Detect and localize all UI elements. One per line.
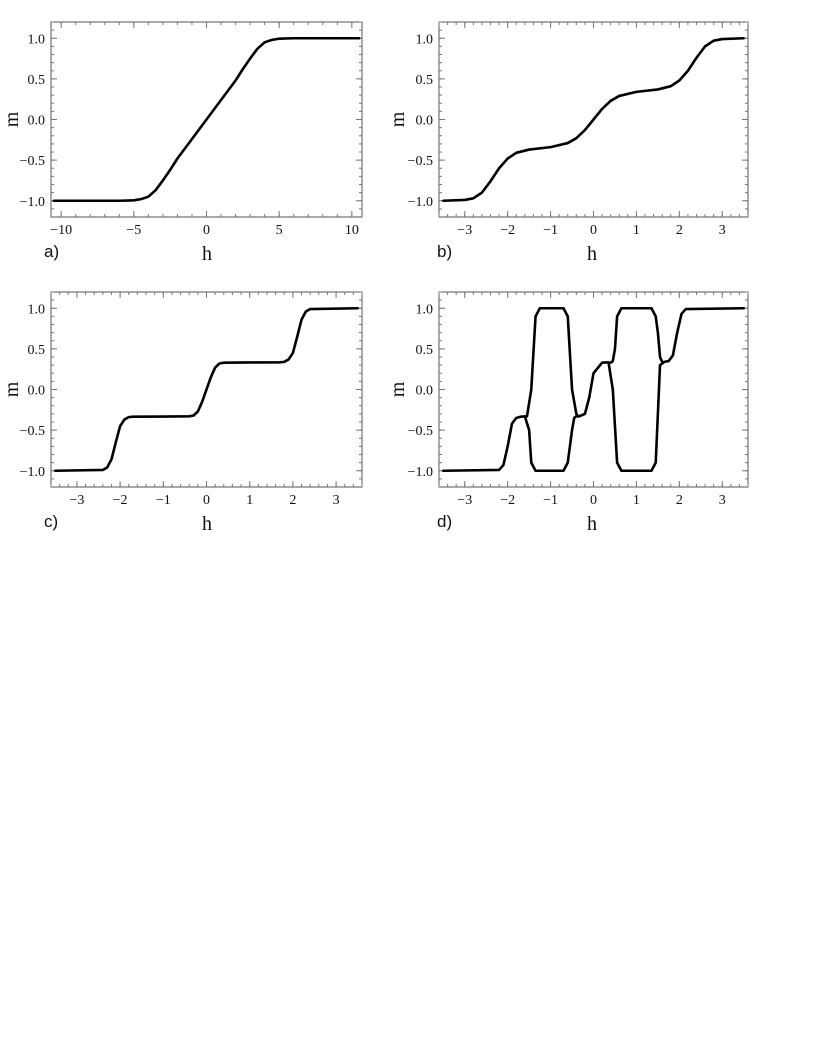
- series-line: [609, 306, 664, 364]
- y-tick-label: −0.5: [408, 424, 433, 439]
- y-tick-label: 1.0: [28, 302, 46, 317]
- x-tick-label: 5: [276, 223, 283, 238]
- y-tick-label: −0.5: [20, 424, 45, 439]
- y-tick-label: −1.0: [408, 195, 433, 210]
- x-tick-label: 3: [333, 493, 340, 508]
- x-axis-label: h: [587, 513, 597, 535]
- chart-panel-2: −3 −2 −1 0 1 2 3 −1.0 −0.5 0.0 0.5 1.0 h m b): [387, 21, 749, 265]
- y-tick-label: 0.0: [416, 114, 434, 129]
- y-tick-label: 0.5: [28, 73, 46, 88]
- x-tick-label: −1: [543, 493, 558, 508]
- x-tick-label: −2: [113, 493, 128, 508]
- y-tick-label: 0.0: [416, 384, 434, 399]
- y-tick-label: 0.0: [28, 114, 46, 129]
- series-line: [54, 306, 359, 473]
- y-tick-label: 0.5: [28, 343, 46, 358]
- chart-panel-4: −3 −2 −1 0 1 2 3 −1.0 −0.5 0.0 0.5 1.0 h m d): [387, 291, 749, 535]
- series-line: [441, 36, 746, 203]
- panel-label: d): [437, 512, 452, 531]
- plot-frame: [438, 291, 749, 488]
- series-line: [523, 415, 578, 473]
- x-axis-label: h: [202, 243, 212, 265]
- x-tick-label: −1: [156, 493, 171, 508]
- x-tick-label: 2: [289, 493, 296, 508]
- y-tick-label: −1.0: [20, 195, 45, 210]
- x-tick-label: −2: [500, 223, 515, 238]
- x-tick-label: −3: [457, 223, 472, 238]
- x-tick-label: 1: [246, 493, 253, 508]
- x-tick-label: 3: [719, 223, 726, 238]
- x-tick-label: 1: [633, 223, 640, 238]
- y-tick-label: 0.0: [28, 384, 46, 399]
- y-tick-label: −0.5: [20, 154, 45, 169]
- y-axis-label: m: [1, 381, 23, 397]
- x-tick-label: 3: [719, 493, 726, 508]
- x-tick-label: 2: [676, 223, 683, 238]
- y-axis-label: m: [1, 111, 23, 127]
- y-axis-label: m: [387, 111, 409, 127]
- x-tick-label: 10: [345, 223, 359, 238]
- panel-label: b): [437, 242, 452, 261]
- y-tick-label: 1.0: [416, 32, 434, 47]
- x-tick-label: 0: [590, 493, 597, 508]
- panel-label: c): [44, 512, 58, 531]
- x-tick-label: 0: [590, 223, 597, 238]
- x-tick-label: −3: [457, 493, 472, 508]
- panel-label: a): [44, 242, 59, 261]
- y-tick-label: 1.0: [416, 302, 434, 317]
- series-line: [52, 36, 361, 203]
- y-tick-label: −1.0: [408, 465, 433, 480]
- x-tick-label: 0: [203, 493, 210, 508]
- y-tick-label: 0.5: [416, 73, 434, 88]
- chart-panel-1: −10 −5 0 5 10 −1.0 −0.5 0.0 0.5 1.0 h m a): [1, 21, 363, 265]
- y-tick-label: −0.5: [408, 154, 433, 169]
- x-tick-label: −2: [500, 493, 515, 508]
- x-axis-label: h: [202, 513, 212, 535]
- series-line: [441, 306, 746, 473]
- x-tick-label: −1: [543, 223, 558, 238]
- chart-panel-3: −3 −2 −1 0 1 2 3 −1.0 −0.5 0.0 0.5 1.0 h m c): [1, 291, 363, 535]
- x-tick-label: 1: [633, 493, 640, 508]
- x-tick-label: −3: [69, 493, 84, 508]
- y-axis-label: m: [387, 381, 409, 397]
- x-tick-label: 2: [676, 493, 683, 508]
- x-axis-label: h: [587, 243, 597, 265]
- x-tick-label: 0: [203, 223, 210, 238]
- y-tick-label: 1.0: [28, 32, 46, 47]
- y-tick-label: −1.0: [20, 465, 45, 480]
- y-tick-label: 0.5: [416, 343, 434, 358]
- x-tick-label: −5: [126, 223, 141, 238]
- x-tick-label: −10: [50, 223, 72, 238]
